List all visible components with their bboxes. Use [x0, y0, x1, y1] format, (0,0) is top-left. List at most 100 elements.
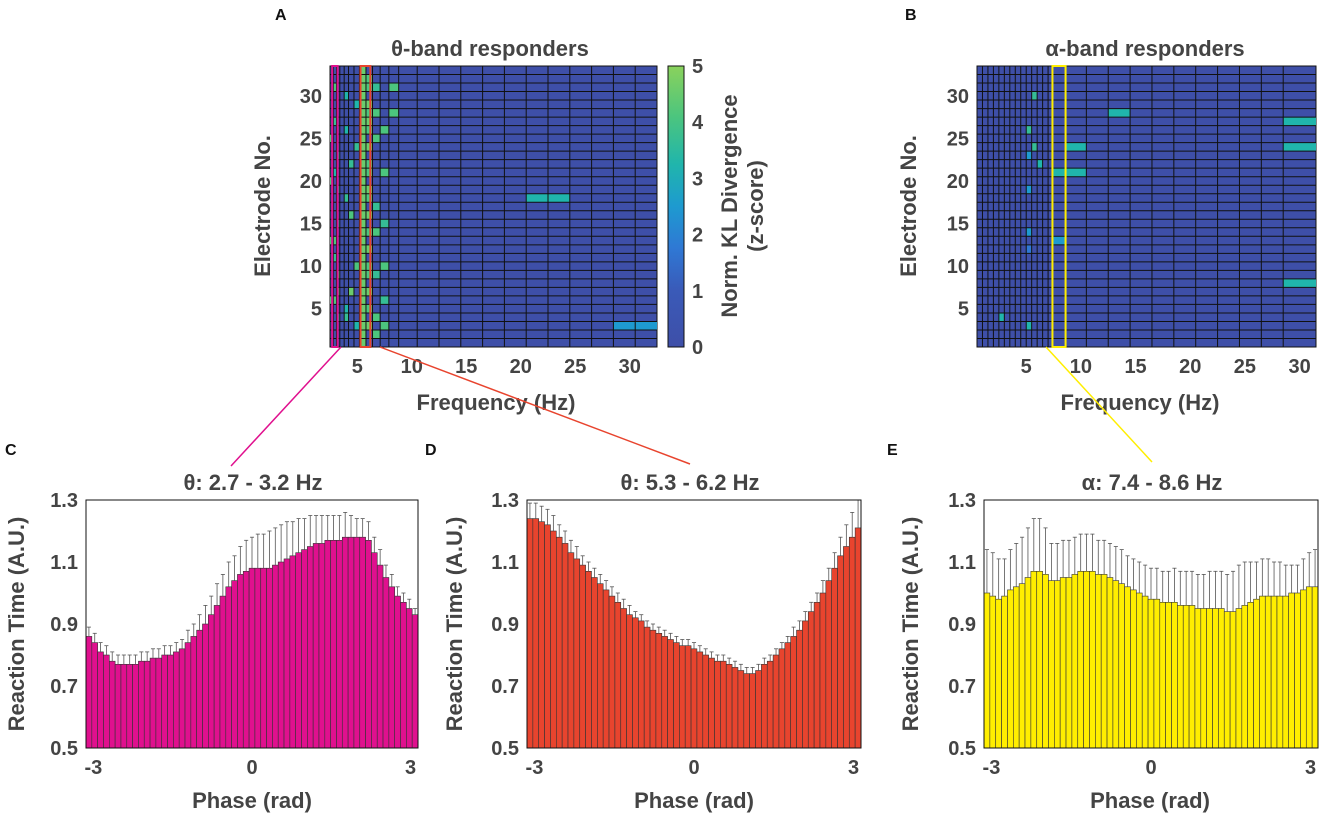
bar-c-bar	[301, 549, 308, 749]
heatmap-b-highlight-box	[1051, 65, 1067, 348]
bar-d-bar	[714, 660, 721, 749]
heatmap-a-cell	[613, 321, 636, 330]
heatmap-a-x-tick-label: 20	[510, 356, 532, 378]
bar-c-bar	[394, 595, 401, 749]
bar-d-bar	[737, 670, 745, 749]
heatmap-a-cell	[359, 312, 366, 322]
heatmap-a-cell	[372, 227, 381, 237]
bar-d-bar	[526, 518, 534, 749]
bar-d-bar	[532, 518, 540, 749]
bar-e-frame	[983, 499, 1319, 749]
heatmap-a-cell	[365, 287, 373, 296]
heatmap-a-cell	[333, 168, 337, 177]
bar-d-bar	[749, 673, 756, 749]
bar-e-y-tick-label: 0.5	[948, 738, 976, 760]
bar-d-bar	[778, 648, 786, 749]
heatmap-a-cell	[344, 125, 349, 135]
bar-c-bar	[254, 567, 262, 749]
bar-e-bar	[1024, 577, 1032, 749]
heatmap-a-cell	[526, 193, 548, 203]
bar-e-bar	[1100, 574, 1108, 749]
heatmap-a-cell	[333, 83, 337, 92]
bar-d-bar	[684, 645, 692, 749]
colorbar-label-line2: (z-score)	[743, 160, 768, 252]
connector-a-to-c	[230, 346, 342, 467]
bar-d-bar	[573, 558, 581, 749]
heatmap-b-cell	[1283, 278, 1316, 288]
bar-d-ylabel: Reaction Time (A.U.)	[442, 517, 467, 732]
bar-e-bar	[1235, 608, 1243, 749]
heatmap-a-cell	[359, 125, 366, 135]
bar-d-bar	[544, 524, 551, 749]
bar-c-bar	[406, 608, 413, 749]
bar-c-bar	[208, 614, 215, 749]
bar-d-xlabel: Phase (rad)	[634, 788, 754, 813]
bar-e-bar	[1136, 592, 1143, 749]
bar-d-bar	[561, 543, 569, 749]
heatmap-a-cell	[359, 66, 366, 75]
bar-d-bar	[837, 555, 844, 749]
bar-e-bar	[1253, 598, 1260, 749]
heatmap-a-cell	[380, 321, 389, 330]
bar-e-y-tick-label: 0.9	[948, 614, 976, 636]
bar-c-bar	[411, 614, 419, 749]
heatmap-a-cell	[548, 193, 570, 203]
heatmap-a-cell	[359, 287, 366, 296]
heatmap-a-cell	[359, 202, 366, 211]
bar-c-bar	[108, 660, 116, 749]
bar-e-bar	[1112, 580, 1120, 749]
bar-c-bar	[231, 580, 238, 749]
heatmap-a-row-lines	[330, 74, 657, 339]
bar-e-x-tick-label: 3	[1305, 757, 1316, 779]
bar-c-bar	[353, 536, 361, 749]
heatmap-a-cell	[359, 270, 366, 279]
bar-d-bar	[638, 620, 645, 749]
bar-d-bar	[802, 620, 809, 749]
heatmap-a-cell	[635, 321, 657, 330]
heatmap-a-cell	[333, 236, 337, 245]
bar-d-y-tick-label: 0.5	[491, 738, 519, 760]
bar-e-bar	[1153, 598, 1161, 749]
bar-e-bar	[1095, 574, 1102, 749]
bar-c-bar	[330, 539, 337, 749]
bar-e-bar	[1059, 577, 1067, 749]
heatmap-b-title: α-band responders	[1045, 36, 1244, 61]
heatmap-a-cell	[359, 304, 366, 313]
bar-e-bar	[1188, 605, 1196, 749]
heatmap-a-cell	[365, 117, 373, 126]
heatmap-b-x-tick-label: 30	[1288, 356, 1310, 378]
bar-e-bar	[1077, 570, 1084, 749]
bar-c-bar	[359, 536, 366, 749]
bar-e-bar	[1206, 608, 1213, 749]
heatmap-b-column-lines	[981, 66, 1284, 347]
heatmap-a-cell	[372, 108, 381, 118]
colorbar-tick-label: 5	[692, 56, 703, 78]
heatmap-a-x-ticks: 5 10 15 20 25 30	[352, 356, 641, 378]
heatmap-a-cell	[348, 159, 354, 169]
heatmap-a-y-tick-label: 30	[300, 86, 322, 108]
bar-c-bar	[85, 636, 93, 749]
heatmap-a-cell	[359, 244, 366, 254]
bar-c-bar	[266, 567, 273, 749]
heatmap-b-highlight-boxes	[1051, 65, 1067, 348]
panel-d-bar-chart: D θ: 5.3 - 6.2 Hz -3 0 3 0.5 0.7 0.9 1.1 1.3 P…	[425, 442, 862, 813]
bar-d-bar	[579, 564, 586, 749]
bar-c-bar	[365, 539, 372, 749]
bar-e-bar	[983, 592, 991, 749]
connector-lines	[230, 346, 1153, 467]
bar-e-bar	[1165, 601, 1172, 749]
colorbar-tick-label: 2	[692, 225, 703, 247]
bar-d-bar	[673, 642, 680, 749]
heatmap-b-plot-area	[976, 65, 1317, 348]
bar-e-x-ticks: -3 0 3	[983, 757, 1317, 779]
bar-d-y-ticks: 0.5 0.7 0.9 1.1 1.3	[491, 490, 519, 760]
heatmap-a-cell	[365, 83, 373, 92]
bar-e-bar	[1194, 608, 1202, 749]
bar-c-bar	[91, 642, 98, 749]
bar-d-bar	[626, 614, 633, 749]
bar-d-frame	[526, 499, 862, 749]
bar-e-bar	[1259, 595, 1266, 749]
heatmap-a-y-tick-label: 20	[300, 171, 322, 193]
heatmap-a-cell	[359, 83, 366, 92]
